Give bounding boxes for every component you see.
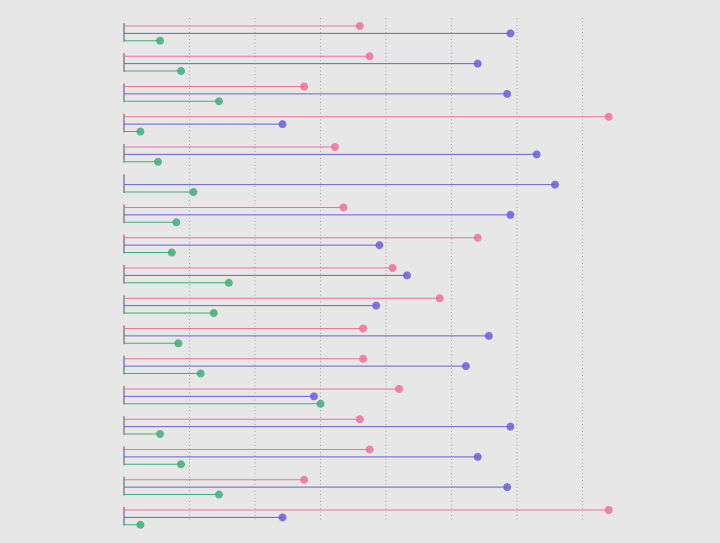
lollipop-point bbox=[196, 369, 205, 378]
lollipop-point bbox=[309, 392, 318, 401]
lollipop-point bbox=[355, 415, 364, 424]
lollipop-point bbox=[435, 294, 444, 303]
lollipop-point bbox=[388, 264, 397, 272]
lollipop-point bbox=[365, 52, 374, 61]
lollipop-point bbox=[176, 460, 185, 469]
lollipop-point bbox=[278, 513, 287, 522]
lollipop-point bbox=[330, 143, 339, 151]
lollipop-point bbox=[156, 430, 165, 439]
lollipop-point bbox=[136, 127, 145, 136]
lollipop-point bbox=[209, 309, 218, 318]
lollipop-point bbox=[300, 82, 309, 91]
lollipop-point bbox=[172, 218, 181, 227]
lollipop-point bbox=[189, 188, 198, 197]
lollipop-point bbox=[506, 422, 515, 431]
lollipop-point bbox=[550, 180, 559, 189]
lollipop-point bbox=[473, 233, 482, 242]
lollipop-point bbox=[372, 301, 381, 310]
lollipop-point bbox=[461, 362, 470, 371]
lollipop-point bbox=[365, 445, 374, 454]
lollipop-point bbox=[300, 475, 309, 484]
lollipop-point bbox=[278, 120, 287, 129]
lollipop-point bbox=[174, 339, 183, 348]
lollipop-point bbox=[503, 483, 512, 492]
lollipop-point bbox=[375, 241, 384, 250]
lollipop-point bbox=[503, 89, 512, 98]
lollipop-point bbox=[395, 385, 404, 393]
lollipop-point bbox=[316, 399, 325, 408]
lollipop-point bbox=[176, 67, 185, 76]
lollipop-point bbox=[532, 150, 541, 159]
lollipop-point bbox=[136, 520, 145, 529]
lollipop-point bbox=[473, 59, 482, 68]
lollipop-point bbox=[506, 210, 515, 219]
lollipop-point bbox=[167, 248, 176, 257]
lollipop-point bbox=[359, 324, 368, 333]
lollipop-point bbox=[224, 278, 233, 287]
lollipop-point bbox=[359, 354, 368, 363]
lollipop-point bbox=[604, 506, 613, 514]
lollipop-point bbox=[214, 97, 223, 106]
lollipop-point bbox=[339, 203, 348, 212]
lollipop-point bbox=[484, 331, 493, 340]
lollipop-point bbox=[506, 29, 515, 38]
lollipop-point bbox=[214, 490, 223, 499]
lollipop-point bbox=[156, 36, 165, 45]
lollipop-point bbox=[604, 112, 613, 121]
lollipop-point bbox=[355, 22, 364, 30]
lollipop-point bbox=[473, 452, 482, 461]
lollipop-point bbox=[154, 157, 163, 166]
lollipop-point bbox=[402, 271, 411, 280]
